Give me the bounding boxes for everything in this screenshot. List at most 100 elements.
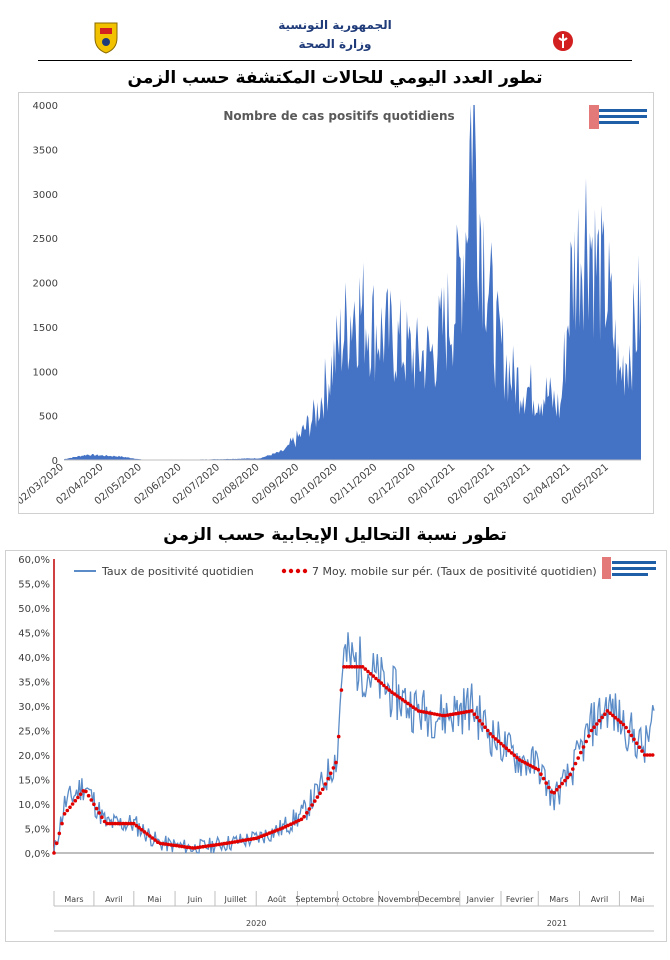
chart2-ytick-label: 5,0% <box>25 825 50 836</box>
moving-average-dot <box>579 750 583 755</box>
chart2-ytick-label: 25,0% <box>18 727 50 738</box>
moving-average-dot <box>552 790 556 795</box>
moving-average-dot <box>134 823 139 828</box>
month-label: Octobre <box>342 895 374 904</box>
month-label: Avril <box>591 895 608 904</box>
moving-average-dot <box>171 843 176 848</box>
moving-average-dot <box>305 811 309 815</box>
moving-average-dot <box>472 712 477 716</box>
moving-average-dot <box>350 665 354 669</box>
moving-average-dot <box>86 793 91 798</box>
moving-average-dot <box>392 692 397 696</box>
month-label: Novembre <box>378 895 420 904</box>
moving-average-dot <box>496 739 501 743</box>
moving-average-dot <box>587 734 591 738</box>
moving-average-dot <box>424 710 429 715</box>
moving-average-dot <box>326 776 330 781</box>
moving-average-dot <box>347 665 352 669</box>
moving-average-dot <box>102 819 107 824</box>
moving-average-dot <box>294 820 298 824</box>
moving-average-dot <box>105 821 109 826</box>
moving-average-dot <box>358 665 362 669</box>
moving-average-dot <box>179 844 184 849</box>
chart1-ytick-label: 2500 <box>33 234 58 245</box>
moving-average-dot <box>624 725 628 730</box>
moving-average-dot <box>576 756 580 760</box>
moving-average-dot <box>57 831 62 836</box>
moving-average-dot <box>110 821 115 826</box>
legend-line-label: Taux de positivité quotidien <box>101 565 254 578</box>
moving-average-dot <box>307 807 312 811</box>
month-label: Fevrier <box>506 895 534 904</box>
moving-average-dot <box>60 821 64 826</box>
moving-average-dot <box>52 851 56 855</box>
moving-average-dot <box>507 748 511 753</box>
moving-average-dot <box>613 715 618 720</box>
chart2-ytick-label: 40,0% <box>18 653 50 664</box>
moving-average-dot <box>259 834 264 838</box>
moving-average-dot <box>589 728 594 733</box>
health-ministry-logo-icon <box>553 31 573 51</box>
legend-dots-label: 7 Moy. mobile sur pér. (Taux de positivi… <box>312 565 597 578</box>
moving-average-dot <box>227 841 232 845</box>
header: الجمهورية التونسية وزارة الصحة <box>0 0 670 62</box>
month-label: Decembre <box>418 895 459 904</box>
moving-average-dot <box>384 686 389 690</box>
positivity-rate-chart: 60,0% 55,0% 50,0% 45,0% 40,0% 35,0% 30,0% 25,0%… <box>18 555 656 932</box>
moving-average-dot <box>555 787 559 792</box>
month-label: Avril <box>105 895 122 904</box>
moving-average-dot <box>150 836 155 840</box>
chart2-ytick-label: 55,0% <box>18 580 50 591</box>
moving-average-dot <box>600 715 604 720</box>
moving-average-dot <box>379 681 384 685</box>
chart2-ytick-label: 35,0% <box>18 678 50 689</box>
moving-average-dot <box>342 665 346 669</box>
moving-average-dot <box>118 821 123 826</box>
moving-average-dot <box>475 715 479 720</box>
moving-average-dot <box>336 734 341 739</box>
year-label: 2020 <box>246 919 266 928</box>
chart1-inner-title: Nombre de cas positifs quotidiens <box>223 109 454 123</box>
moving-average-dot <box>603 712 607 716</box>
moving-average-dot <box>214 843 219 847</box>
moving-average-dot <box>275 828 280 832</box>
moving-average-dot <box>198 845 203 849</box>
chart2-ytick-label: 10,0% <box>18 800 50 811</box>
moving-average-dot <box>430 711 434 716</box>
moving-average-dot <box>318 791 322 795</box>
moving-average-dot <box>142 830 147 834</box>
moving-average-dot <box>328 771 333 776</box>
moving-average-dot <box>201 844 205 849</box>
moving-average-dot <box>438 713 442 717</box>
chart2-ytick-label: 0,0% <box>25 849 50 860</box>
month-label: Juillet <box>224 895 247 904</box>
moving-average-dot <box>70 802 75 806</box>
chart1-ytick-label: 3000 <box>33 190 58 201</box>
moving-average-dot <box>121 821 125 826</box>
chart2-heading: تطور نسبة التحاليل الإيجابية حسب الزمن <box>163 525 507 545</box>
moving-average-dot <box>376 679 381 683</box>
moving-average-dot <box>459 711 463 715</box>
moving-average-dot <box>480 722 485 726</box>
moving-average-dot <box>158 841 163 846</box>
moving-average-dot <box>235 839 240 844</box>
moving-average-dot <box>544 781 548 785</box>
moving-average-dot <box>302 814 306 819</box>
chart2-ytick-label: 15,0% <box>18 776 50 787</box>
moving-average-dot <box>371 674 376 678</box>
moving-average-dot <box>140 828 144 832</box>
moving-average-dot <box>366 669 370 674</box>
moving-average-dot <box>541 776 546 781</box>
moving-average-dot <box>289 822 293 826</box>
moving-average-dot <box>618 720 623 724</box>
chart1-panel: Nombre de cas positifs quotidiens 4000 35… <box>18 92 654 514</box>
moving-average-dot <box>92 802 96 807</box>
moving-average-dot <box>464 710 469 714</box>
moving-average-dot <box>116 821 120 826</box>
moving-average-dot <box>632 737 636 742</box>
moving-average-dot <box>387 688 392 692</box>
moving-average-dot <box>166 842 171 847</box>
moving-average-dot <box>219 842 224 846</box>
moving-average-dot <box>148 834 152 838</box>
moving-average-dot <box>323 782 328 786</box>
